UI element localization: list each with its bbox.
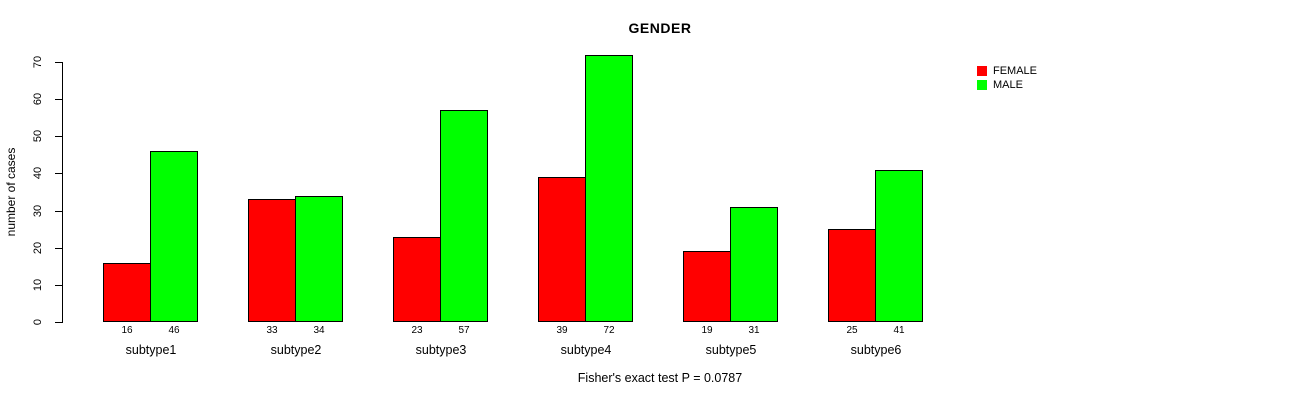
category-label-subtype4: subtype4 xyxy=(560,343,612,357)
bar-female-subtype3 xyxy=(393,237,441,322)
y-axis-tick xyxy=(55,62,62,63)
legend-entry-male: MALE xyxy=(977,78,1037,92)
y-axis-tick xyxy=(55,99,62,100)
y-axis-tick-label: 40 xyxy=(32,166,44,180)
y-axis-tick xyxy=(55,136,62,137)
bar-value-label-female-subtype3: 23 xyxy=(411,325,423,336)
bar-value-label-male-subtype6: 41 xyxy=(893,325,905,336)
legend-label-female: FEMALE xyxy=(993,65,1038,77)
y-axis-tick xyxy=(55,173,62,174)
y-axis-tick-label: 30 xyxy=(32,204,44,218)
y-axis-tick xyxy=(55,322,62,323)
category-label-subtype3: subtype3 xyxy=(415,343,467,357)
y-axis-tick xyxy=(55,248,62,249)
bar-female-subtype6 xyxy=(828,229,876,322)
bar-female-subtype2 xyxy=(248,199,296,322)
category-label-subtype5: subtype5 xyxy=(705,343,757,357)
bar-male-subtype2 xyxy=(295,196,343,322)
legend-swatch-female xyxy=(977,66,987,76)
y-axis-tick-label: 10 xyxy=(32,278,44,292)
y-axis-tick-label: 60 xyxy=(32,92,44,106)
caption-text: Fisher's exact test P = 0.0787 xyxy=(577,371,743,385)
y-axis-tick-label: 50 xyxy=(32,129,44,143)
category-label-subtype1: subtype1 xyxy=(125,343,177,357)
category-label-subtype6: subtype6 xyxy=(850,343,902,357)
legend-label-male: MALE xyxy=(993,79,1023,91)
bar-female-subtype5 xyxy=(683,251,731,322)
legend-swatch-male xyxy=(977,80,987,90)
bar-value-label-female-subtype4: 39 xyxy=(556,325,568,336)
y-axis-tick xyxy=(55,285,62,286)
y-axis-label: number of cases xyxy=(4,147,18,237)
bar-value-label-female-subtype1: 16 xyxy=(121,325,133,336)
y-axis-tick-label: 20 xyxy=(32,241,44,255)
y-axis-tick-label: 0 xyxy=(32,318,44,326)
chart-title: GENDER xyxy=(628,20,692,36)
bar-male-subtype5 xyxy=(730,207,778,322)
y-axis-tick-label: 70 xyxy=(32,55,44,69)
bar-value-label-male-subtype3: 57 xyxy=(458,325,470,336)
bar-male-subtype4 xyxy=(585,55,633,322)
category-label-subtype2: subtype2 xyxy=(270,343,322,357)
bar-male-subtype6 xyxy=(875,170,923,322)
bar-value-label-male-subtype2: 34 xyxy=(313,325,325,336)
bar-value-label-female-subtype6: 25 xyxy=(846,325,858,336)
bar-value-label-female-subtype5: 19 xyxy=(701,325,713,336)
legend: FEMALE MALE xyxy=(977,64,1037,92)
bar-female-subtype1 xyxy=(103,263,151,322)
bar-male-subtype1 xyxy=(150,151,198,322)
bar-value-label-male-subtype4: 72 xyxy=(603,325,615,336)
bar-value-label-female-subtype2: 33 xyxy=(266,325,278,336)
bar-female-subtype4 xyxy=(538,177,586,322)
y-axis-tick xyxy=(55,211,62,212)
bar-value-label-male-subtype1: 46 xyxy=(168,325,180,336)
bar-male-subtype3 xyxy=(440,110,488,322)
legend-entry-female: FEMALE xyxy=(977,64,1037,78)
y-axis-line xyxy=(62,62,63,323)
bar-value-label-male-subtype5: 31 xyxy=(748,325,760,336)
